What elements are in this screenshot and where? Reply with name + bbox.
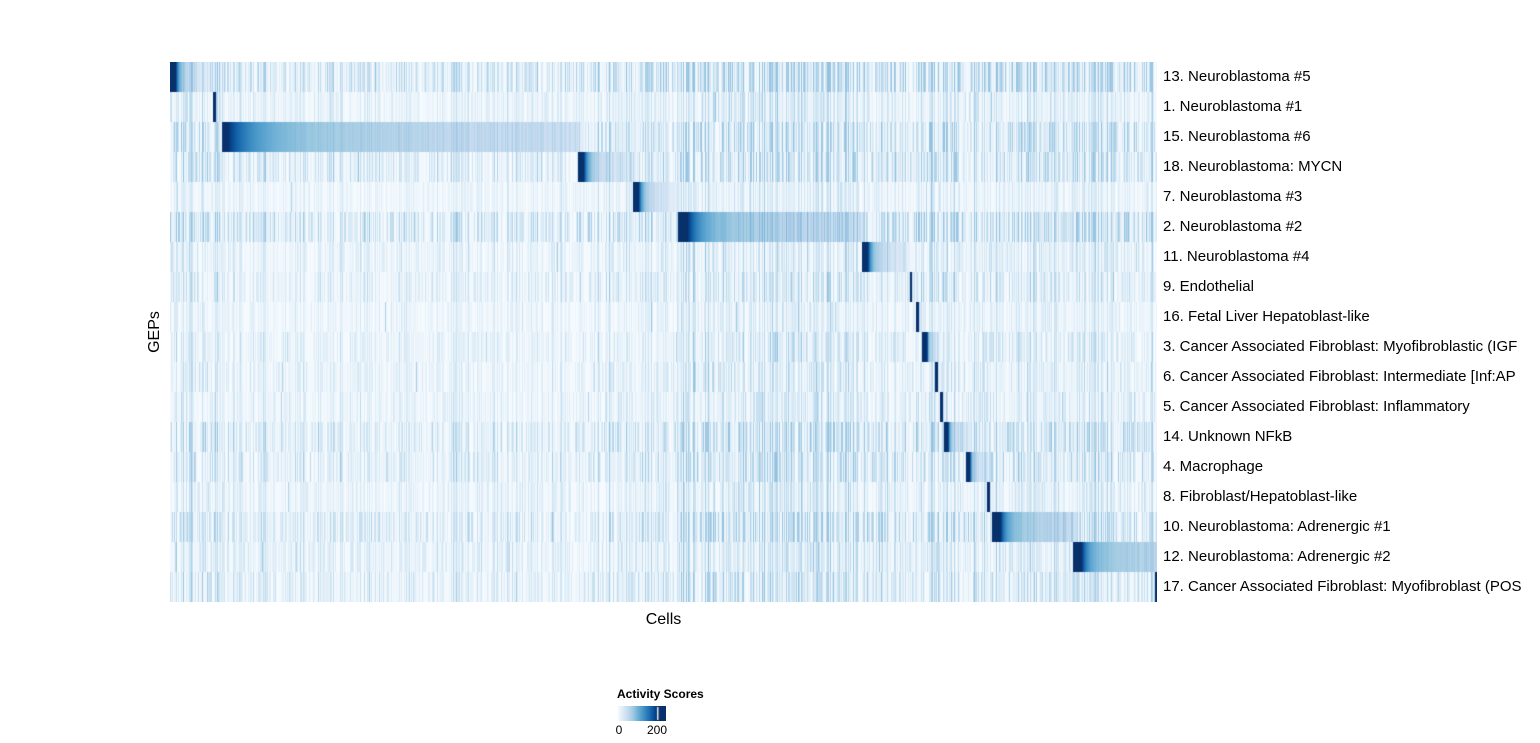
row-label-7: 11. Neuroblastoma #4: [1163, 248, 1310, 265]
row-labels: 13. Neuroblastoma #5 1. Neuroblastoma #1 1…: [1163, 62, 1522, 602]
row-label-8: 9. Endothelial: [1163, 278, 1254, 295]
x-axis-label: Cells: [645, 611, 682, 628]
row-label-17: 12. Neuroblastoma: Adrenergic #2: [1163, 548, 1391, 565]
row-label-2: 1. Neuroblastoma #1: [1163, 98, 1303, 115]
row-label-13: 14. Unknown NFkB: [1163, 428, 1293, 445]
colorbar-gradient-canvas: [617, 706, 666, 721]
colorbar-ticks: 0 200: [615, 723, 668, 739]
row-label-14: 4. Macrophage: [1163, 458, 1264, 475]
y-axis-label: GEPs: [146, 311, 163, 353]
row-label-4: 18. Neuroblastoma: MYCN: [1163, 158, 1343, 175]
row-label-10: 3. Cancer Associated Fibroblast: Myofibr…: [1163, 338, 1518, 355]
row-label-11: 6. Cancer Associated Fibroblast: Interme…: [1163, 368, 1516, 385]
colorbar-title: Activity Scores: [617, 687, 704, 701]
row-label-15: 8. Fibroblast/Hepatoblast-like: [1163, 488, 1358, 505]
colorbar-legend: Activity Scores 0 200: [615, 687, 737, 739]
row-label-18: 17. Cancer Associated Fibroblast: Myofib…: [1163, 578, 1522, 595]
row-label-1: 13. Neuroblastoma #5: [1163, 68, 1311, 85]
colorbar-tick-max: 200: [646, 723, 668, 737]
row-label-9: 16. Fetal Liver Hepatoblast-like: [1163, 308, 1370, 325]
heatmap-canvas: [170, 62, 1157, 602]
row-label-3: 15. Neuroblastoma #6: [1163, 128, 1311, 145]
row-label-6: 2. Neuroblastoma #2: [1163, 218, 1303, 235]
row-label-12: 5. Cancer Associated Fibroblast: Inflamm…: [1163, 398, 1470, 415]
row-label-5: 7. Neuroblastoma #3: [1163, 188, 1303, 205]
colorbar-gradient: [617, 706, 666, 721]
colorbar-tick-min: 0: [615, 723, 623, 737]
row-label-16: 10. Neuroblastoma: Adrenergic #1: [1163, 518, 1391, 535]
